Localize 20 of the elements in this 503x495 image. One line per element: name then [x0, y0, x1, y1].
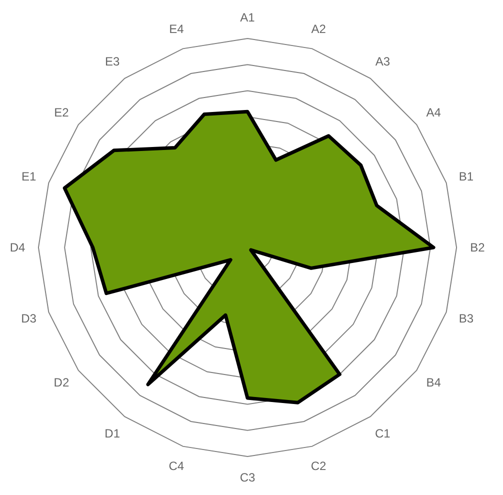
- spoke-label: B3: [458, 312, 474, 326]
- spoke-label: B4: [426, 376, 442, 390]
- spoke-label: A4: [426, 105, 442, 120]
- spoke-label: E4: [169, 22, 184, 36]
- spoke-label: C2: [310, 459, 327, 474]
- spoke-label: D2: [54, 376, 70, 390]
- spoke-label: E3: [104, 54, 120, 68]
- spoke-label: C1: [374, 426, 391, 441]
- spoke-label: D1: [104, 426, 120, 441]
- spoke-label: B1: [458, 169, 474, 184]
- spoke-label: B2: [470, 240, 486, 254]
- spoke-label: E2: [54, 105, 70, 120]
- spoke-label: A2: [311, 22, 326, 36]
- spoke-label: A3: [375, 54, 390, 68]
- spoke-label: C4: [168, 459, 184, 474]
- spoke-label: C3: [240, 470, 256, 484]
- spoke-label: E1: [21, 169, 36, 184]
- spoke-label: D4: [10, 240, 26, 254]
- spoke-label: A1: [240, 10, 256, 25]
- spoke-label: D3: [21, 312, 37, 326]
